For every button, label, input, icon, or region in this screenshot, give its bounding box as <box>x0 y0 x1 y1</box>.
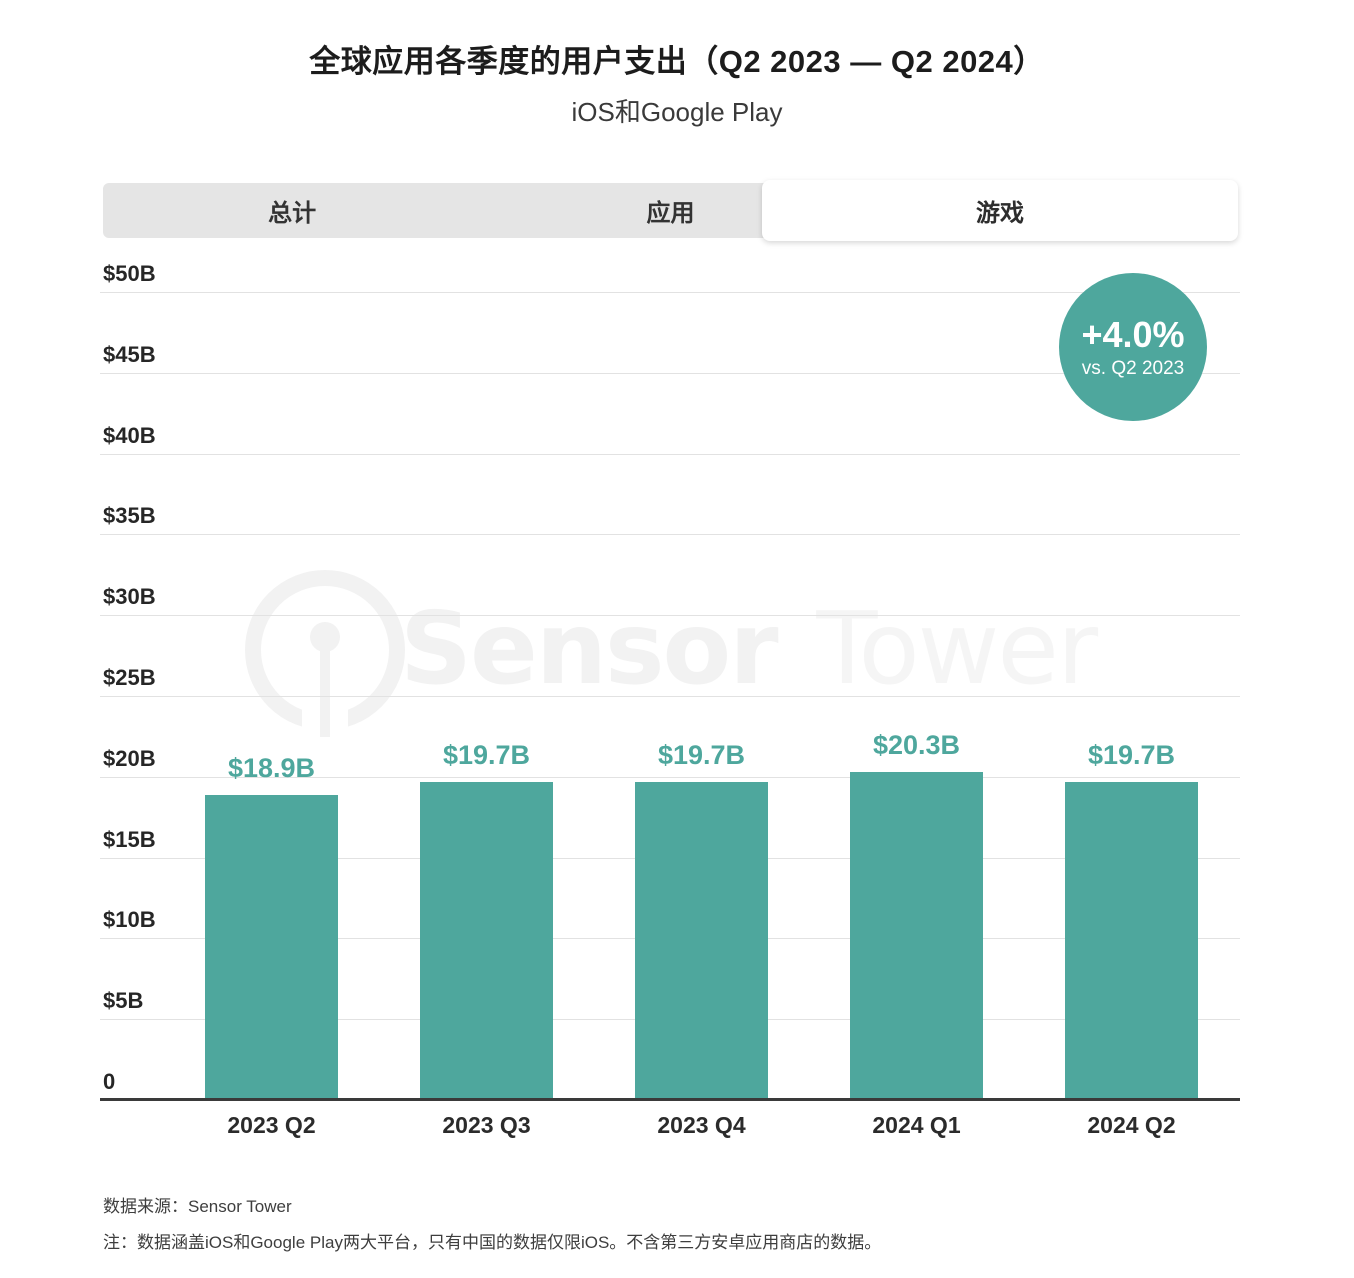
y-axis-tick-label: $10B <box>103 907 156 933</box>
gridline <box>100 776 1240 778</box>
bar-value-label: $20.3B <box>872 729 961 760</box>
x-axis-category-label: 2023 Q2 <box>227 1112 316 1138</box>
y-axis-tick-label: $50B <box>103 261 156 286</box>
tab-bar: 总计 应用 游戏 游戏 <box>103 180 1238 241</box>
tab-apps[interactable]: 应用 <box>481 183 859 238</box>
y-axis-tick-label: $30B <box>103 584 156 610</box>
bar-2023-q4 <box>635 781 768 1100</box>
tab-total[interactable]: 总计 <box>103 183 481 238</box>
footer: 数据来源：Sensor Tower 注：数据涵盖iOS和Google Play两… <box>103 1192 881 1264</box>
gridline <box>100 372 1240 374</box>
y-axis-tick-label: $15B <box>103 826 156 852</box>
x-axis-category-label: 2024 Q2 <box>1087 1112 1176 1138</box>
sensor-tower-logo-icon: Sensor Tower <box>245 570 1101 750</box>
y-axis-tick-label: $5B <box>103 988 144 1014</box>
gridline <box>100 696 1240 697</box>
bar-2024-q1 <box>850 771 983 1100</box>
bar-value-label: $19.7B <box>657 739 746 770</box>
chart-title: 全球应用各季度的用户支出（Q2 2023 — Q2 2024） <box>309 44 1045 79</box>
watermark-brand-light: Tower <box>815 590 1099 707</box>
x-axis-line <box>100 1098 1240 1101</box>
bar-value-label: $18.9B <box>227 752 316 783</box>
x-axis-category-label: 2023 Q4 <box>657 1112 746 1138</box>
svg-text:Sensor Tower: Sensor Tower <box>400 590 1099 707</box>
growth-badge: +4.0% vs. Q2 2023 <box>1059 273 1207 421</box>
gridline <box>100 615 1240 617</box>
tab-games-active-label: 游戏 <box>976 200 1024 227</box>
bar-value-label: $19.7B <box>1087 739 1176 770</box>
gridline <box>100 292 1240 293</box>
y-axis-tick-label-zero: 0 <box>103 1069 116 1094</box>
y-axis-tick-label: $40B <box>103 422 156 448</box>
gridline <box>100 534 1240 536</box>
y-axis-tick-label: $35B <box>103 503 156 529</box>
gridline <box>100 453 1240 455</box>
x-axis-category-label: 2023 Q3 <box>442 1112 531 1138</box>
chart-subtitle: iOS和Google Play <box>571 97 783 127</box>
y-axis-tick-label: $25B <box>103 665 156 690</box>
y-axis-tick-label: $20B <box>103 745 156 771</box>
bar-2023-q2 <box>205 794 338 1100</box>
sensor-tower-watermark: Sensor Tower <box>240 555 1120 755</box>
data-source: 数据来源：Sensor Tower <box>103 1197 292 1216</box>
x-axis-category-label: 2024 Q1 <box>872 1112 961 1138</box>
tab-apps-label: 应用 <box>646 200 695 227</box>
y-axis-tick-label: $45B <box>103 341 156 367</box>
bar-2023-q3 <box>420 781 553 1100</box>
watermark-brand-bold: Sensor <box>400 590 779 707</box>
growth-badge-value: +4.0% <box>1081 313 1185 355</box>
data-note: 注：数据涵盖iOS和Google Play两大平台，只有中国的数据仅限iOS。不… <box>103 1233 882 1252</box>
bar-2024-q2 <box>1065 781 1198 1100</box>
bar-value-label: $19.7B <box>442 739 531 770</box>
tab-total-label: 总计 <box>268 200 317 227</box>
growth-badge-comparison: vs. Q2 2023 <box>1081 357 1185 379</box>
tab-games-active[interactable]: 游戏 <box>762 180 1238 241</box>
